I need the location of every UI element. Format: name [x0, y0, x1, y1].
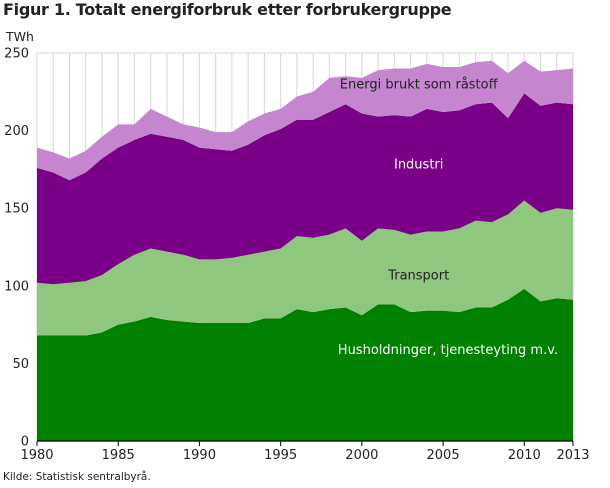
- area-label: Energi brukt som råstoff: [340, 78, 499, 93]
- y-tick-label: 150: [4, 202, 29, 217]
- area-label: Industri: [394, 158, 443, 173]
- y-tick-label: 250: [4, 47, 29, 62]
- x-tick-label: 1995: [264, 448, 297, 463]
- area-industry: [37, 93, 573, 285]
- axes: 0 50 100 150 200 250 TWh 1980 1985 1990 1995 2000 20…: [4, 29, 589, 463]
- area-label: Transport: [387, 269, 449, 284]
- y-tick-label: 0: [21, 435, 29, 450]
- x-tick-label: 1985: [102, 448, 135, 463]
- y-tick-label: 50: [12, 357, 29, 372]
- area-label: Husholdninger, tjenesteyting m.v.: [338, 343, 558, 358]
- x-tick-label: 2000: [345, 448, 378, 463]
- source-note: Kilde: Statistisk sentralbyrå.: [3, 471, 151, 483]
- area-households: [37, 288, 573, 441]
- y-tick-label: 200: [4, 124, 29, 139]
- x-tick-label: 1990: [183, 448, 216, 463]
- figure-title: Figur 1. Totalt energiforbruk etter forb…: [3, 0, 452, 19]
- y-tick-label: 100: [4, 279, 29, 294]
- x-tick-label: 2005: [427, 448, 460, 463]
- x-tick-label: 2013: [556, 448, 589, 463]
- area-layers: [37, 60, 573, 441]
- x-tick-label: 2010: [508, 448, 541, 463]
- y-axis-unit: TWh: [5, 29, 34, 44]
- x-tick-label: 1980: [20, 448, 53, 463]
- area-transport: [37, 200, 573, 336]
- area-feedstock: [37, 60, 573, 181]
- area-labels: Energi brukt som råstoff Industri Transpor…: [338, 78, 558, 359]
